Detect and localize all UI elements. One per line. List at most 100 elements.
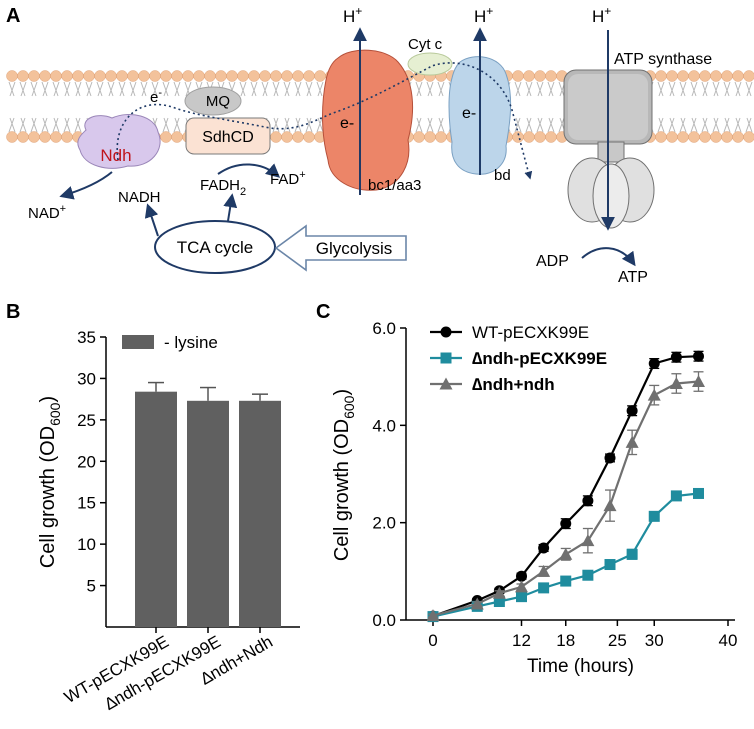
lipid-head [281,70,293,82]
legend-label: - lysine [164,333,218,352]
data-point [647,388,661,401]
lipid-head [710,131,722,143]
y-tick-label: 5 [87,577,96,596]
sdhcd-label: SdhCD [202,129,254,146]
fad-plus-label: FAD+ [270,169,306,188]
h-plus-label-1: H+ [343,4,362,26]
lipid-head [270,131,282,143]
data-point [426,609,440,622]
lipid-head [39,131,51,143]
atp-synthase: ATP synthase [563,51,712,229]
data-point [692,375,705,388]
tca-cycle: TCA cycle [144,193,276,274]
cyt-c: Cyt c [407,36,453,76]
lipid-head [688,131,700,143]
y-tick-label: 30 [77,369,96,388]
data-point [440,326,452,338]
tca-to-nadh-arrow [144,203,159,237]
line-chart: 0.0 2.0 4.0 6.0 0 12 18 25 30 40 Time (hours) Cell … [331,319,737,677]
data-point [515,580,528,593]
data-point [537,564,551,577]
data-point [626,405,638,417]
panel-a: A Ndh SdhCD MQ e- bc1/aa3 [6,4,754,286]
lipid-head [61,131,73,143]
lipid-head [534,70,546,82]
lipid-head [303,131,315,143]
data-point [581,534,595,547]
legend-swatch [122,335,154,349]
data-point [516,570,527,582]
data-point [648,358,660,370]
cyt-c-label: Cyt c [408,36,443,53]
ndh-enzyme: Ndh [77,114,161,169]
data-point [582,569,594,581]
lipid-head [743,70,754,82]
panel-a-label: A [6,5,20,27]
y-axis-label: Cell growth (OD600) [37,396,63,568]
data-point [625,435,639,448]
nad-plus-label: NAD+ [28,203,66,222]
lipid-head [732,131,744,143]
lipid-head [292,131,304,143]
y-tick-label: 6.0 [372,319,396,338]
glycolysis-label: Glycolysis [316,239,393,258]
fadh2-label: FADH2 [200,177,246,198]
panel-c-label: C [316,301,330,323]
data-point [516,591,527,603]
bd-label: bd [494,167,511,184]
lipid-head [17,70,29,82]
lipid-head [6,131,18,143]
lipid-head [523,131,535,143]
lipid-head [160,70,172,82]
data-point [538,582,550,594]
y-tick-label: 10 [77,535,96,554]
lipid-head [314,70,326,82]
lipid-head [138,70,150,82]
lipid-head [666,131,678,143]
lipid-head [699,70,711,82]
lipid-head [743,131,754,143]
lipid-head [292,70,304,82]
legend-label: ∆ndh-pECXK99E [472,349,607,368]
lipid-head [666,70,678,82]
panel-b: B 5101520253035WT-pECXK99E∆ndh-pECXK99E∆… [6,301,300,714]
mq-menaquinone: MQ [184,86,242,116]
lipid-head [204,70,216,82]
data-point [538,542,550,554]
y-tick-label: 4.0 [372,416,396,435]
nadh-label: NADH [118,189,161,206]
nadh-oxidation-arrow [59,171,113,200]
fadh2-oxidation-arrow [217,163,281,178]
data-point [470,597,484,610]
h-plus-label-3: H+ [592,4,611,26]
data-point [604,559,616,571]
lipid-head [281,131,293,143]
y-tick-label: 25 [77,411,96,430]
lipid-head [72,70,84,82]
series-1 [427,350,704,622]
lipid-head [50,131,62,143]
legend-label: ∆ndh+ndh [472,375,555,394]
lipid-head [545,70,557,82]
lipid-head [512,131,524,143]
data-point [582,495,594,507]
lipid-head [512,70,524,82]
lipid-head [237,70,249,82]
lipid-head [28,131,40,143]
lipid-head [50,70,62,82]
lipid-head [39,70,51,82]
lipid-head [193,70,205,82]
ndh-label: Ndh [100,146,131,165]
lipid-head [677,70,689,82]
lipid-head [17,131,29,143]
x-tick-label: 12 [512,631,531,650]
y-axis-label: Cell growth (OD600) [331,389,357,561]
bc1-electron-label: e- [340,115,354,132]
y-tick-label: 35 [77,328,96,347]
legend-label: WT-pECXK99E [472,323,589,342]
y-tick-label: 0.0 [372,611,396,630]
y-tick-label: 2.0 [372,514,396,533]
series-3 [426,371,705,622]
lipid-head [413,131,425,143]
lipid-head [94,70,106,82]
